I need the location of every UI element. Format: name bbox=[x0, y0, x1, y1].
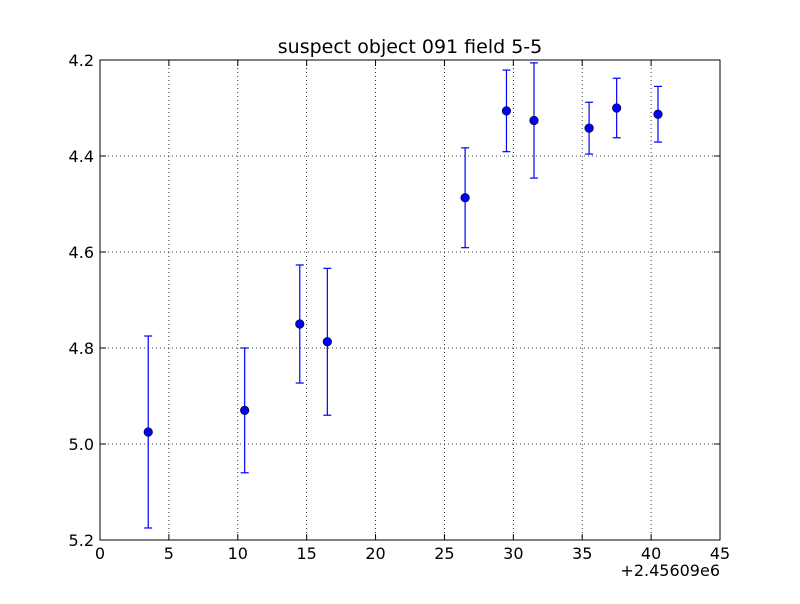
x-tick-label: 45 bbox=[710, 544, 730, 563]
chart-title: suspect object 091 field 5-5 bbox=[278, 36, 543, 58]
x-tick-label: 0 bbox=[95, 544, 105, 563]
x-tick-label: 20 bbox=[365, 544, 385, 563]
x-tick-label: 10 bbox=[228, 544, 248, 563]
data-point bbox=[584, 123, 594, 133]
data-point bbox=[529, 115, 539, 126]
data-series bbox=[143, 62, 663, 529]
x-tick-label: 15 bbox=[296, 544, 316, 563]
y-tick-label: 4.2 bbox=[69, 51, 94, 70]
data-point bbox=[501, 106, 512, 116]
data-point bbox=[295, 319, 305, 329]
x-axis-offset-label: +2.45609e6 bbox=[620, 561, 720, 580]
y-tick-label: 4.4 bbox=[69, 147, 94, 166]
x-tick-label: 25 bbox=[434, 544, 454, 563]
y-tick-label: 4.8 bbox=[69, 339, 94, 358]
y-tick-label: 5.2 bbox=[69, 531, 94, 550]
data-point bbox=[653, 109, 663, 119]
data-point bbox=[460, 193, 470, 203]
x-tick-label: 30 bbox=[503, 544, 523, 563]
grid-lines bbox=[100, 60, 720, 540]
x-tick-label: 40 bbox=[641, 544, 661, 563]
data-point bbox=[240, 405, 250, 416]
data-point bbox=[322, 337, 332, 347]
plot-frame bbox=[99, 59, 721, 541]
y-tick-label: 4.6 bbox=[69, 243, 94, 262]
data-point bbox=[143, 427, 153, 437]
data-point bbox=[612, 103, 622, 113]
y-tick-label: 5.0 bbox=[69, 435, 94, 454]
axis-ticks: 0 5 10 15 20 25 30 35 40 45 4.2 4.4 4.6 4.8 5.0 5.2 bbox=[69, 51, 731, 563]
x-tick-label: 35 bbox=[572, 544, 592, 563]
x-tick-label: 5 bbox=[164, 544, 174, 563]
